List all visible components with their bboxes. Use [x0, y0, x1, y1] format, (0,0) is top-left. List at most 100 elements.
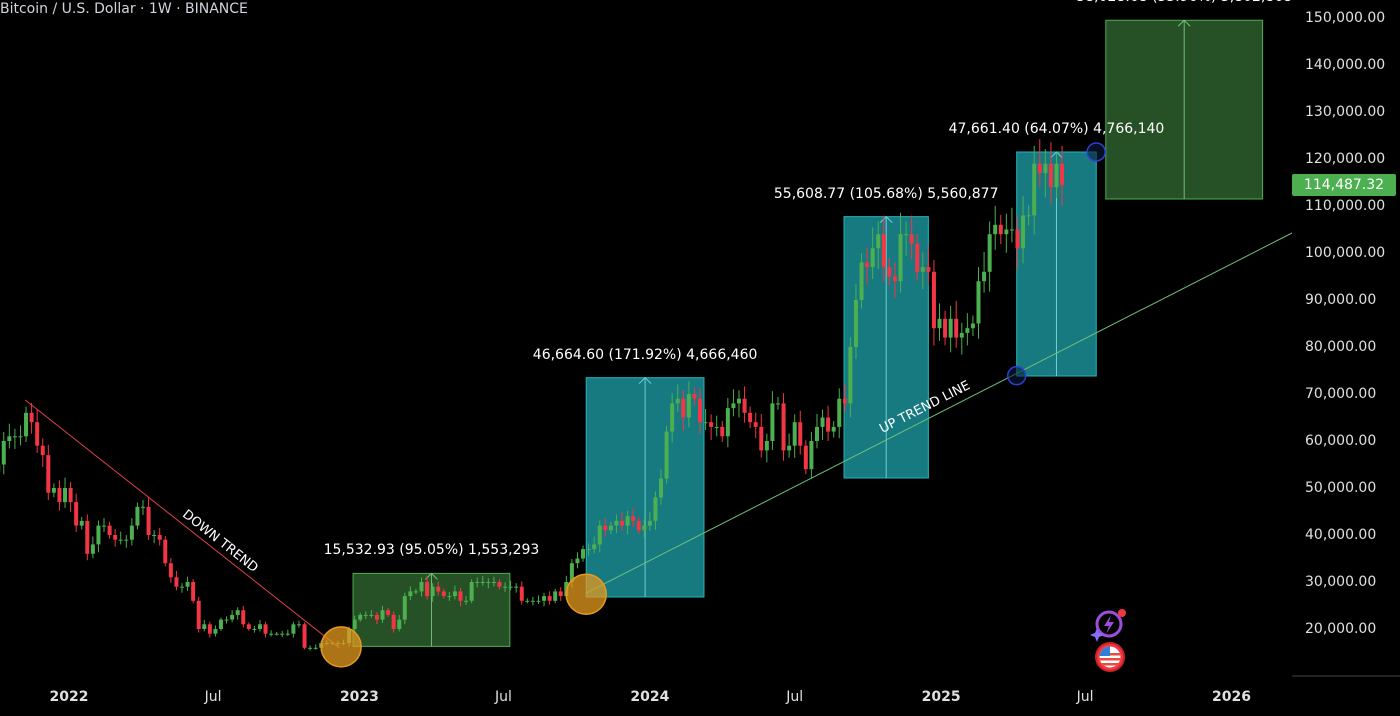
candle[interactable]: [79, 520, 84, 526]
candle[interactable]: [675, 398, 680, 404]
candle[interactable]: [168, 563, 173, 578]
candle[interactable]: [631, 516, 636, 521]
candle[interactable]: [993, 224, 998, 235]
candle[interactable]: [547, 596, 552, 601]
candle[interactable]: [163, 539, 168, 564]
candle[interactable]: [24, 412, 29, 437]
candle[interactable]: [291, 624, 296, 634]
trend-line[interactable]: [585, 232, 1293, 594]
candle[interactable]: [814, 426, 819, 441]
candle[interactable]: [107, 525, 112, 535]
candle[interactable]: [458, 591, 463, 601]
candle[interactable]: [35, 422, 40, 446]
candle[interactable]: [68, 488, 73, 503]
candle[interactable]: [230, 614, 235, 620]
candle[interactable]: [302, 624, 307, 648]
candle[interactable]: [575, 558, 580, 564]
candle[interactable]: [670, 403, 675, 432]
candle[interactable]: [179, 586, 184, 588]
candle[interactable]: [909, 234, 914, 244]
candle[interactable]: [659, 478, 664, 498]
candle[interactable]: [1048, 163, 1053, 188]
candle[interactable]: [965, 328, 970, 333]
candle[interactable]: [982, 271, 987, 282]
candle[interactable]: [486, 582, 491, 583]
candle[interactable]: [235, 610, 240, 615]
candle[interactable]: [536, 600, 541, 602]
candle[interactable]: [46, 455, 51, 493]
candle[interactable]: [703, 422, 708, 424]
candle[interactable]: [887, 267, 892, 277]
candle[interactable]: [1009, 229, 1014, 231]
candle[interactable]: [775, 403, 780, 405]
candle[interactable]: [603, 525, 608, 531]
candle[interactable]: [720, 426, 725, 437]
candle[interactable]: [809, 441, 814, 470]
candle[interactable]: [7, 436, 12, 441]
trend-line[interactable]: [24, 399, 340, 649]
candle[interactable]: [876, 234, 881, 249]
candle[interactable]: [40, 445, 45, 456]
marker-circle[interactable]: [320, 626, 362, 668]
candle[interactable]: [313, 647, 318, 649]
candle[interactable]: [569, 563, 574, 582]
candle[interactable]: [542, 596, 547, 601]
candle[interactable]: [413, 591, 418, 593]
candle[interactable]: [1054, 163, 1059, 188]
candle[interactable]: [1037, 163, 1042, 174]
candle[interactable]: [246, 624, 251, 629]
candle[interactable]: [759, 426, 764, 451]
candle[interactable]: [959, 332, 964, 338]
candle[interactable]: [736, 398, 741, 404]
candle[interactable]: [425, 582, 430, 597]
candle[interactable]: [308, 647, 313, 649]
candle[interactable]: [129, 525, 134, 540]
candle[interactable]: [530, 600, 535, 602]
candle[interactable]: [1032, 163, 1037, 216]
candle[interactable]: [141, 506, 146, 508]
candle[interactable]: [581, 549, 586, 559]
candle[interactable]: [196, 600, 201, 629]
candle[interactable]: [608, 525, 613, 531]
candle[interactable]: [207, 624, 212, 634]
candle[interactable]: [597, 525, 602, 545]
candle[interactable]: [1043, 163, 1048, 174]
candle[interactable]: [480, 582, 485, 583]
candle[interactable]: [430, 586, 435, 597]
candle[interactable]: [915, 243, 920, 272]
candle[interactable]: [447, 596, 452, 598]
candle[interactable]: [146, 506, 151, 535]
candle[interactable]: [931, 271, 936, 329]
candle[interactable]: [508, 586, 513, 588]
candle[interactable]: [748, 412, 753, 423]
candle[interactable]: [12, 436, 17, 438]
candle[interactable]: [1026, 215, 1031, 217]
candle[interactable]: [553, 591, 558, 601]
candle[interactable]: [374, 614, 379, 620]
candle[interactable]: [29, 412, 34, 423]
candle[interactable]: [191, 582, 196, 601]
candle[interactable]: [714, 426, 719, 428]
candle[interactable]: [753, 422, 758, 427]
candle[interactable]: [296, 624, 301, 626]
candle[interactable]: [213, 629, 218, 634]
candle[interactable]: [731, 403, 736, 409]
candle[interactable]: [948, 318, 953, 338]
candle[interactable]: [620, 520, 625, 526]
candle[interactable]: [859, 262, 864, 300]
candle[interactable]: [386, 610, 391, 615]
candle[interactable]: [358, 614, 363, 620]
candle[interactable]: [397, 619, 402, 629]
candle[interactable]: [464, 600, 469, 602]
candle[interactable]: [943, 318, 948, 338]
candle[interactable]: [558, 591, 563, 597]
candle[interactable]: [241, 610, 246, 625]
candle[interactable]: [586, 549, 591, 551]
candle[interactable]: [787, 445, 792, 451]
candle[interactable]: [218, 619, 223, 629]
candle[interactable]: [452, 591, 457, 597]
candle[interactable]: [157, 535, 162, 540]
candle[interactable]: [363, 614, 368, 616]
candle[interactable]: [152, 535, 157, 536]
